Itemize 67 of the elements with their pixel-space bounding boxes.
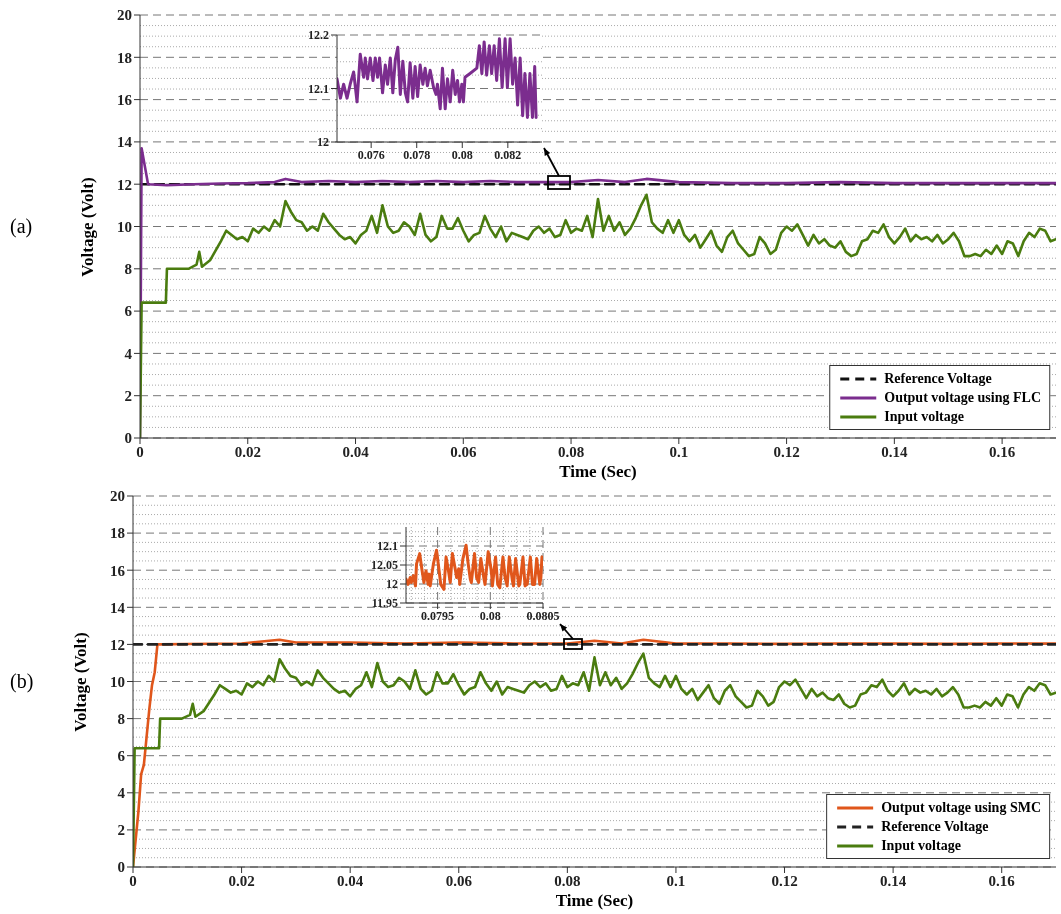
line-series [406,543,543,591]
x-tick-label: 0.06 [450,443,477,460]
x-tick-label: 0.02 [234,443,261,460]
y-tick-label: 12 [110,636,125,653]
y-tick-label: 12 [117,176,132,193]
y-tick-label: 18 [110,525,125,542]
x-tick-label: 0.078 [403,147,431,162]
y-tick-label: 0 [124,430,132,447]
x-tick-label: 0.04 [337,872,364,889]
x-tick-label: 0.08 [451,147,473,162]
y-tick-label: 8 [124,261,132,278]
x-tick-label: 0.16 [988,872,1016,889]
x-tick-label: 0.08 [557,443,585,460]
y-tick-label: 14 [117,134,133,151]
y-tick-label: 12 [317,135,329,150]
x-tick-label: 0.12 [773,443,800,460]
y-tick-label: 16 [117,91,133,108]
x-tick-label: 0.06 [445,872,473,889]
y-tick-label: 10 [110,673,125,690]
x-tick-label: 0 [136,443,144,460]
x-tick-label: 0.12 [771,872,798,889]
x-tick-label: 0.0805 [526,608,560,623]
line-series [337,37,538,119]
y-tick-label: 4 [117,785,126,802]
text: (a) [10,214,33,238]
y-tick-label: 2 [117,822,125,839]
text: (b) [10,669,34,693]
y-tick-label: 4 [124,345,133,362]
y-axis-title: Voltage (Volt) [78,176,98,277]
x-tick-label: 0.1 [669,443,689,460]
x-tick-label: 0.076 [357,147,385,162]
x-tick-label: 0.14 [881,443,908,460]
y-tick-label: 8 [117,710,125,727]
legend-label: Output voltage using FLC [884,389,1041,407]
y-tick-label: 18 [117,49,132,66]
legend-label: Input voltage [881,837,961,855]
y-tick-label: 2 [124,388,132,405]
y-tick-label: 12.1 [308,81,329,96]
legend-label: Reference Voltage [884,370,992,388]
x-axis-title: Time (Sec) [554,891,635,911]
y-tick-label: 11.95 [371,596,398,611]
y-tick-label: 12.1 [377,539,398,554]
x-tick-label: 0.0795 [421,608,455,623]
y-tick-label: 6 [124,303,133,320]
y-tick-label: 20 [117,7,132,24]
x-axis-title: Time (Sec) [558,462,638,482]
y-tick-label: 0 [117,859,125,876]
y-tick-label: 20 [110,488,125,505]
y-axis-title: Voltage (Volt) [71,631,91,732]
x-tick-label: 0.16 [988,443,1016,460]
y-tick-label: 6 [117,748,126,765]
x-tick-label: 0.1 [666,872,686,889]
x-tick-label: 0.08 [554,872,581,889]
legend-label: Output voltage using SMC [881,799,1041,817]
x-tick-label: 0.04 [342,443,370,460]
y-tick-label: 14 [110,599,126,616]
legend-label: Reference Voltage [881,818,989,836]
x-tick-label: 0.14 [879,872,907,889]
y-tick-label: 16 [110,562,126,579]
y-tick-label: 12.2 [308,28,329,43]
y-tick-label: 12 [386,577,398,592]
x-tick-label: 0.082 [494,147,522,162]
y-tick-label: 10 [117,218,132,235]
x-tick-label: 0.08 [479,608,501,623]
y-tick-label: 12.05 [371,558,398,573]
legend-label: Input voltage [884,408,964,426]
x-tick-label: 0.02 [228,872,255,889]
